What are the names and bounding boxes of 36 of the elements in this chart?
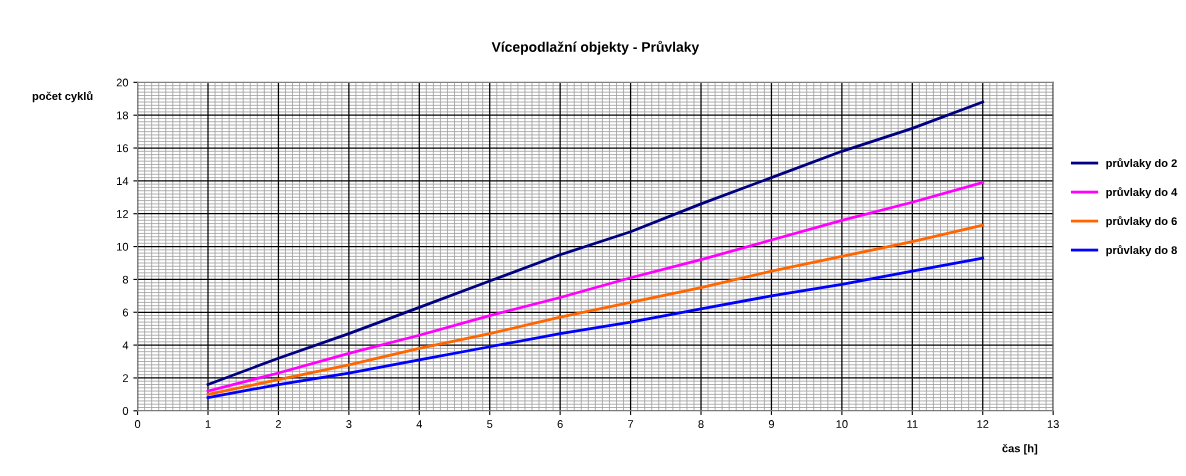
y-tick-label: 6 (122, 308, 129, 317)
x-tick-label: 5 (487, 420, 493, 428)
y-tick-label: 20 (116, 78, 129, 87)
y-tick-label: 18 (117, 111, 129, 120)
y-tick-label: 16 (117, 144, 129, 153)
x-tick-label: 11 (907, 420, 918, 428)
x-tick-label: 3 (346, 420, 352, 428)
legend-label: průvlaky do 2 (1106, 158, 1177, 170)
legend-label: průvlaky do 8 (1106, 245, 1177, 257)
y-axis-title: počet cyklů (32, 91, 93, 103)
x-tick-label: 13 (1047, 420, 1059, 428)
x-tick-label: 6 (557, 420, 563, 428)
x-tick-label: 0 (134, 420, 141, 428)
line-series (206, 256, 985, 400)
line-series (206, 100, 985, 386)
x-tick-label: 4 (416, 420, 423, 428)
legend-label: průvlaky do 4 (1106, 187, 1178, 199)
chart-title: Vícepodlažní objekty - Průvlaky (491, 40, 700, 55)
x-axis-title: čas [h] (1002, 443, 1038, 455)
x-tick-label: 8 (698, 420, 704, 428)
y-tick-label: 4 (122, 341, 129, 350)
x-tick-label: 9 (768, 420, 775, 428)
x-tick-label: 12 (977, 420, 989, 428)
legend-label: průvlaky do 6 (1106, 216, 1177, 228)
y-tick-label: 2 (122, 374, 128, 382)
y-tick-label: 8 (122, 275, 129, 284)
line-series (206, 181, 985, 393)
x-tick-label: 10 (836, 420, 848, 428)
y-tick-label: 14 (117, 177, 129, 185)
x-tick-label: 2 (275, 420, 281, 428)
y-tick-label: 10 (117, 242, 129, 251)
y-tick-label: 0 (122, 407, 129, 415)
y-tick-label: 12 (117, 209, 128, 218)
line-series (206, 223, 985, 396)
x-tick-label: 7 (628, 420, 634, 428)
x-tick-label: 1 (205, 420, 211, 428)
